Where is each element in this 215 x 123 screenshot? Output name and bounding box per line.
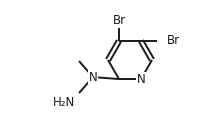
Text: H₂N: H₂N <box>53 96 75 109</box>
Text: N: N <box>89 71 97 84</box>
Text: N: N <box>137 73 145 86</box>
Text: Br: Br <box>112 14 126 27</box>
Text: Br: Br <box>167 34 180 47</box>
